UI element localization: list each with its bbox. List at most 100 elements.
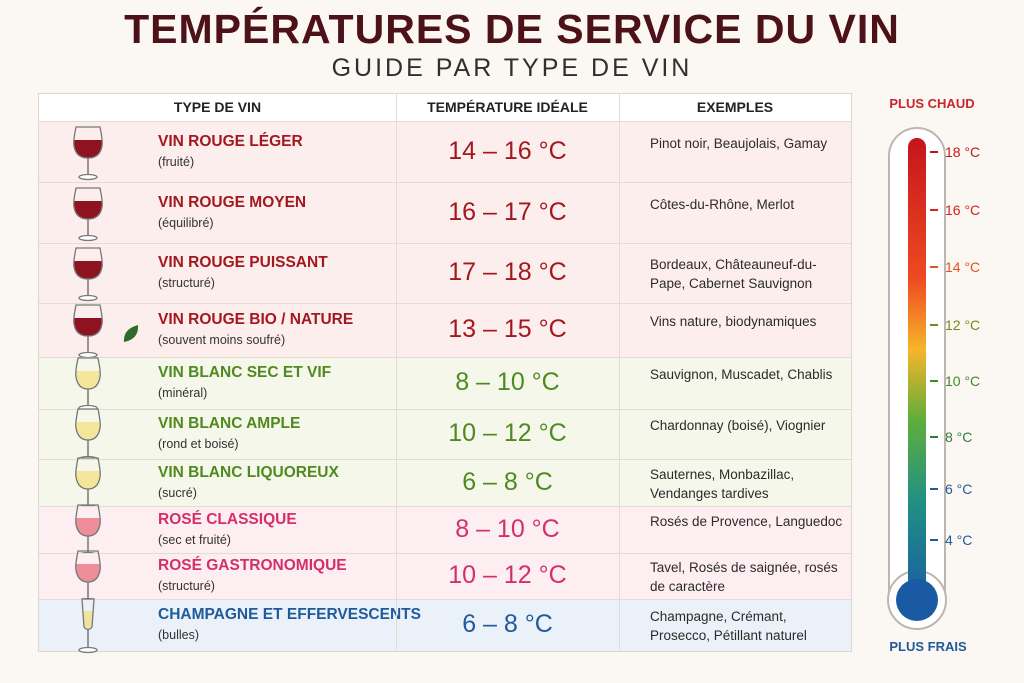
glass-wine	[76, 422, 100, 440]
table-row: VIN ROUGE PUISSANT (structuré) 17 – 18 °C B…	[39, 243, 851, 303]
tick-label: 12 °C	[945, 317, 980, 333]
examples: Champagne, Crémant, Prosecco, Pétillant …	[650, 609, 807, 643]
tick-label: 18 °C	[945, 144, 980, 160]
wine-note: (rond et boisé)	[158, 437, 239, 451]
glass-wine	[76, 470, 100, 489]
hot-label: PLUS CHAUD	[889, 96, 974, 111]
column-divider	[396, 94, 397, 651]
temperature: 17 – 18 °C	[448, 258, 567, 286]
temperature: 14 – 16 °C	[448, 136, 567, 165]
wine-note: (sec et fruité)	[158, 532, 231, 547]
leaf-icon	[123, 325, 139, 342]
examples: Pinot noir, Beaujolais, Gamay	[650, 135, 828, 151]
glass-wine	[74, 200, 102, 219]
examples: Tavel, Rosés de saignée, rosés de caract…	[650, 560, 838, 594]
wine-name: VIN BLANC LIQUOREUX	[158, 463, 339, 481]
glass-bowl	[73, 125, 103, 159]
tick-label: 14 °C	[945, 259, 980, 275]
wine-name: VIN ROUGE LÉGER	[158, 132, 303, 150]
glass-base	[78, 646, 98, 654]
glass-wine	[76, 517, 100, 536]
examples: Vins nature, biodynamiques	[650, 314, 817, 329]
glass-icon	[73, 304, 103, 359]
examples: Sauternes, Monbazillac, Vendanges tardiv…	[650, 466, 795, 501]
glass-icon	[78, 598, 98, 654]
wine-name: VIN ROUGE BIO / NATURE	[158, 311, 354, 328]
wine-name: ROSÉ CLASSIQUE	[158, 510, 297, 528]
examples: Sauvignon, Muscadet, Chablis	[650, 367, 833, 382]
wine-note: (structuré)	[158, 276, 215, 290]
table: TYPE DE VIN TEMPÉRATURE IDÉALE EXEMPLES VIN…	[38, 93, 852, 654]
tick-label: 8 °C	[945, 429, 972, 445]
glass-wine	[76, 564, 100, 582]
glass-icon	[73, 186, 103, 241]
table-row: CHAMPAGNE ET EFFERVESCENTS (bulles) 6 – 8 …	[39, 598, 851, 654]
column-header: EXEMPLES	[696, 99, 774, 115]
temperature: 8 – 10 °C	[455, 368, 560, 396]
glass-base	[78, 234, 98, 241]
wine-name: VIN BLANC AMPLE	[158, 415, 301, 432]
glass-bowl	[75, 456, 101, 490]
column-header: TYPE DE VIN	[173, 99, 262, 115]
glass-icon	[75, 357, 101, 412]
examples: Bordeaux, Châteauneuf-du-Pape, Cabernet …	[650, 257, 817, 291]
wine-name: ROSÉ GASTRONOMIQUE	[158, 557, 347, 574]
wine-note: (souvent moins soufré)	[158, 333, 286, 347]
glass-wine	[74, 318, 102, 336]
tick-label: 4 °C	[945, 532, 972, 548]
table-row: VIN BLANC AMPLE (rond et boisé) 10 – 12 °C…	[39, 408, 851, 463]
glass-wine	[76, 371, 100, 389]
examples: Chardonnay (boisé), Viognier	[650, 418, 826, 433]
table-row: VIN BLANC LIQUOREUX (sucré) 6 – 8 °C Sauter…	[39, 456, 851, 511]
wine-note: (bulles)	[158, 628, 199, 642]
subtitle: GUIDE PAR TYPE DE VIN	[331, 54, 693, 82]
leaf-shape	[123, 325, 139, 342]
glass-bowl	[73, 304, 103, 337]
glass-bowl	[75, 550, 101, 583]
glass-bowl	[73, 186, 103, 220]
temperature: 6 – 8 °C	[462, 467, 553, 496]
table-row: ROSÉ GASTRONOMIQUE (structuré) 10 – 12 °C T…	[39, 550, 851, 605]
table-row: ROSÉ CLASSIQUE (sec et fruité) 8 – 10 °C Ro…	[39, 503, 851, 558]
table-row: VIN ROUGE MOYEN (équilibré) 16 – 17 °C Côte…	[39, 182, 851, 243]
temperature: 10 – 12 °C	[448, 561, 567, 589]
wine-name: VIN ROUGE MOYEN	[158, 193, 307, 211]
table-row: VIN ROUGE BIO / NATURE (souvent moins sou…	[39, 303, 851, 359]
temperature: 16 – 17 °C	[448, 197, 567, 226]
glass-wine	[74, 261, 102, 279]
glass-bowl	[73, 247, 103, 280]
temperature: 8 – 10 °C	[455, 514, 560, 543]
temperature: 6 – 8 °C	[462, 610, 553, 638]
thermometer: PLUS CHAUD PLUS FRAIS 18 °C 16 °C 14 °C 12 °C…	[887, 96, 980, 654]
tick-label: 10 °C	[945, 373, 980, 389]
tick-label: 16 °C	[945, 202, 980, 218]
glass-base	[78, 173, 98, 180]
examples: Rosés de Provence, Languedoc	[650, 513, 843, 529]
wine-note: (sucré)	[158, 485, 197, 500]
table-row: VIN ROUGE LÉGER (fruité) 14 – 16 °C Pinot n…	[39, 121, 851, 182]
thermometer-mercury	[908, 138, 926, 608]
wine-note: (fruité)	[158, 154, 195, 169]
glass-bowl	[75, 503, 101, 537]
glass-bowl	[75, 357, 101, 390]
column-divider	[619, 94, 620, 651]
glass-bowl	[81, 598, 95, 631]
wine-name: CHAMPAGNE ET EFFERVESCENTS	[158, 606, 421, 623]
wine-note: (structuré)	[158, 579, 215, 593]
wine-note: (minéral)	[158, 386, 208, 400]
thermometer-bulb	[896, 579, 938, 621]
title: TEMPÉRATURES DE SERVICE DU VIN	[124, 6, 900, 52]
wine-name: VIN ROUGE PUISSANT	[158, 254, 328, 271]
glass-wine	[83, 611, 93, 629]
wine-name: VIN BLANC SEC ET VIF	[158, 364, 332, 381]
temperature: 13 – 15 °C	[448, 315, 567, 343]
glass-icon	[73, 247, 103, 302]
wine-note: (équilibré)	[158, 215, 214, 230]
tick-label: 6 °C	[945, 481, 972, 497]
table-row: VIN BLANC SEC ET VIF (minéral) 8 – 10 °C Sa…	[39, 357, 851, 412]
examples: Côtes-du-Rhône, Merlot	[650, 196, 795, 212]
glass-icon	[73, 125, 103, 180]
column-header: TEMPÉRATURE IDÉALE	[427, 99, 588, 115]
glass-wine	[74, 139, 102, 158]
